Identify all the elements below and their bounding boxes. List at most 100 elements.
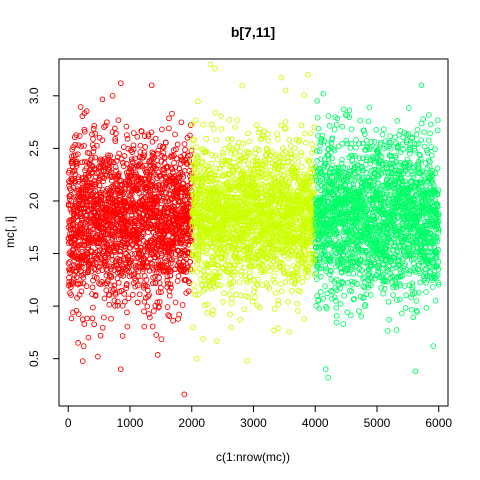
data-point (135, 163, 142, 170)
data-point (309, 141, 316, 147)
data-point (164, 163, 171, 170)
data-point (203, 250, 210, 257)
data-point (363, 137, 370, 144)
data-point (190, 324, 196, 331)
data-point (120, 273, 127, 279)
data-point (298, 122, 305, 129)
data-point (74, 151, 81, 158)
data-point (214, 282, 221, 288)
data-point (115, 117, 122, 124)
data-point (220, 152, 226, 159)
data-point (162, 255, 168, 262)
data-point (78, 288, 85, 295)
data-point (99, 324, 106, 331)
data-point (339, 123, 346, 130)
data-point (138, 250, 144, 257)
data-point (164, 273, 171, 280)
data-point (82, 225, 88, 232)
data-point (285, 298, 291, 305)
data-point (301, 92, 307, 98)
data-point (166, 288, 173, 294)
data-point (172, 299, 179, 306)
data-point (116, 150, 122, 157)
data-point (134, 299, 141, 306)
data-point (145, 133, 152, 140)
data-point (165, 280, 171, 287)
data-point (155, 147, 162, 154)
data-point (77, 210, 84, 216)
data-point (96, 182, 103, 189)
data-point (140, 231, 147, 237)
data-point (181, 141, 188, 147)
data-point (129, 251, 135, 257)
data-point (166, 292, 173, 299)
data-point (189, 121, 196, 127)
data-point (298, 173, 304, 180)
data-point (228, 324, 235, 331)
data-point (154, 150, 161, 157)
data-point (333, 312, 340, 319)
data-point (134, 236, 141, 242)
data-point (93, 191, 100, 198)
data-point (168, 250, 175, 257)
data-point (239, 82, 246, 89)
data-point (237, 262, 243, 269)
data-point (83, 108, 90, 114)
data-point (90, 125, 97, 132)
data-point (208, 121, 215, 128)
data-point (207, 178, 214, 185)
data-point (180, 259, 187, 265)
data-point (371, 139, 378, 145)
data-point (112, 136, 119, 142)
data-point (128, 156, 135, 163)
data-point (221, 146, 228, 152)
data-point (265, 137, 272, 144)
data-point (89, 226, 96, 233)
data-point (117, 80, 124, 87)
data-point (109, 257, 116, 263)
data-point (145, 229, 151, 236)
data-point (94, 142, 100, 149)
data-point (350, 270, 357, 277)
data-point (144, 283, 150, 290)
data-point (95, 201, 101, 208)
data-point (187, 132, 193, 139)
data-point (128, 258, 135, 264)
data-point (123, 123, 130, 130)
data-point (357, 117, 364, 124)
data-point (101, 295, 108, 302)
data-point (295, 159, 302, 165)
data-point (348, 288, 355, 295)
data-point (107, 272, 113, 279)
data-point (123, 285, 130, 291)
data-point (164, 304, 171, 310)
data-point (151, 163, 158, 170)
data-point (148, 82, 155, 89)
data-point (124, 135, 131, 142)
data-point (85, 269, 91, 276)
data-point (95, 242, 101, 249)
data-point (218, 256, 225, 262)
data-point (217, 282, 224, 289)
data-point (101, 124, 107, 130)
data-point (140, 238, 147, 244)
data-point (117, 193, 123, 199)
data-point (152, 135, 159, 142)
data-point (295, 308, 301, 314)
data-point (167, 260, 174, 267)
data-point (106, 164, 113, 170)
data-point (130, 146, 137, 153)
data-point (77, 104, 84, 110)
data-point (149, 323, 156, 330)
data-point (141, 133, 148, 139)
data-point (178, 224, 185, 231)
data-point (211, 125, 217, 132)
data-point (124, 309, 130, 316)
data-point (92, 292, 99, 298)
data-point (136, 291, 143, 298)
data-point (200, 121, 207, 128)
data-point (320, 295, 327, 302)
data-point (75, 280, 81, 287)
data-point (272, 290, 279, 296)
data-point (141, 152, 148, 159)
